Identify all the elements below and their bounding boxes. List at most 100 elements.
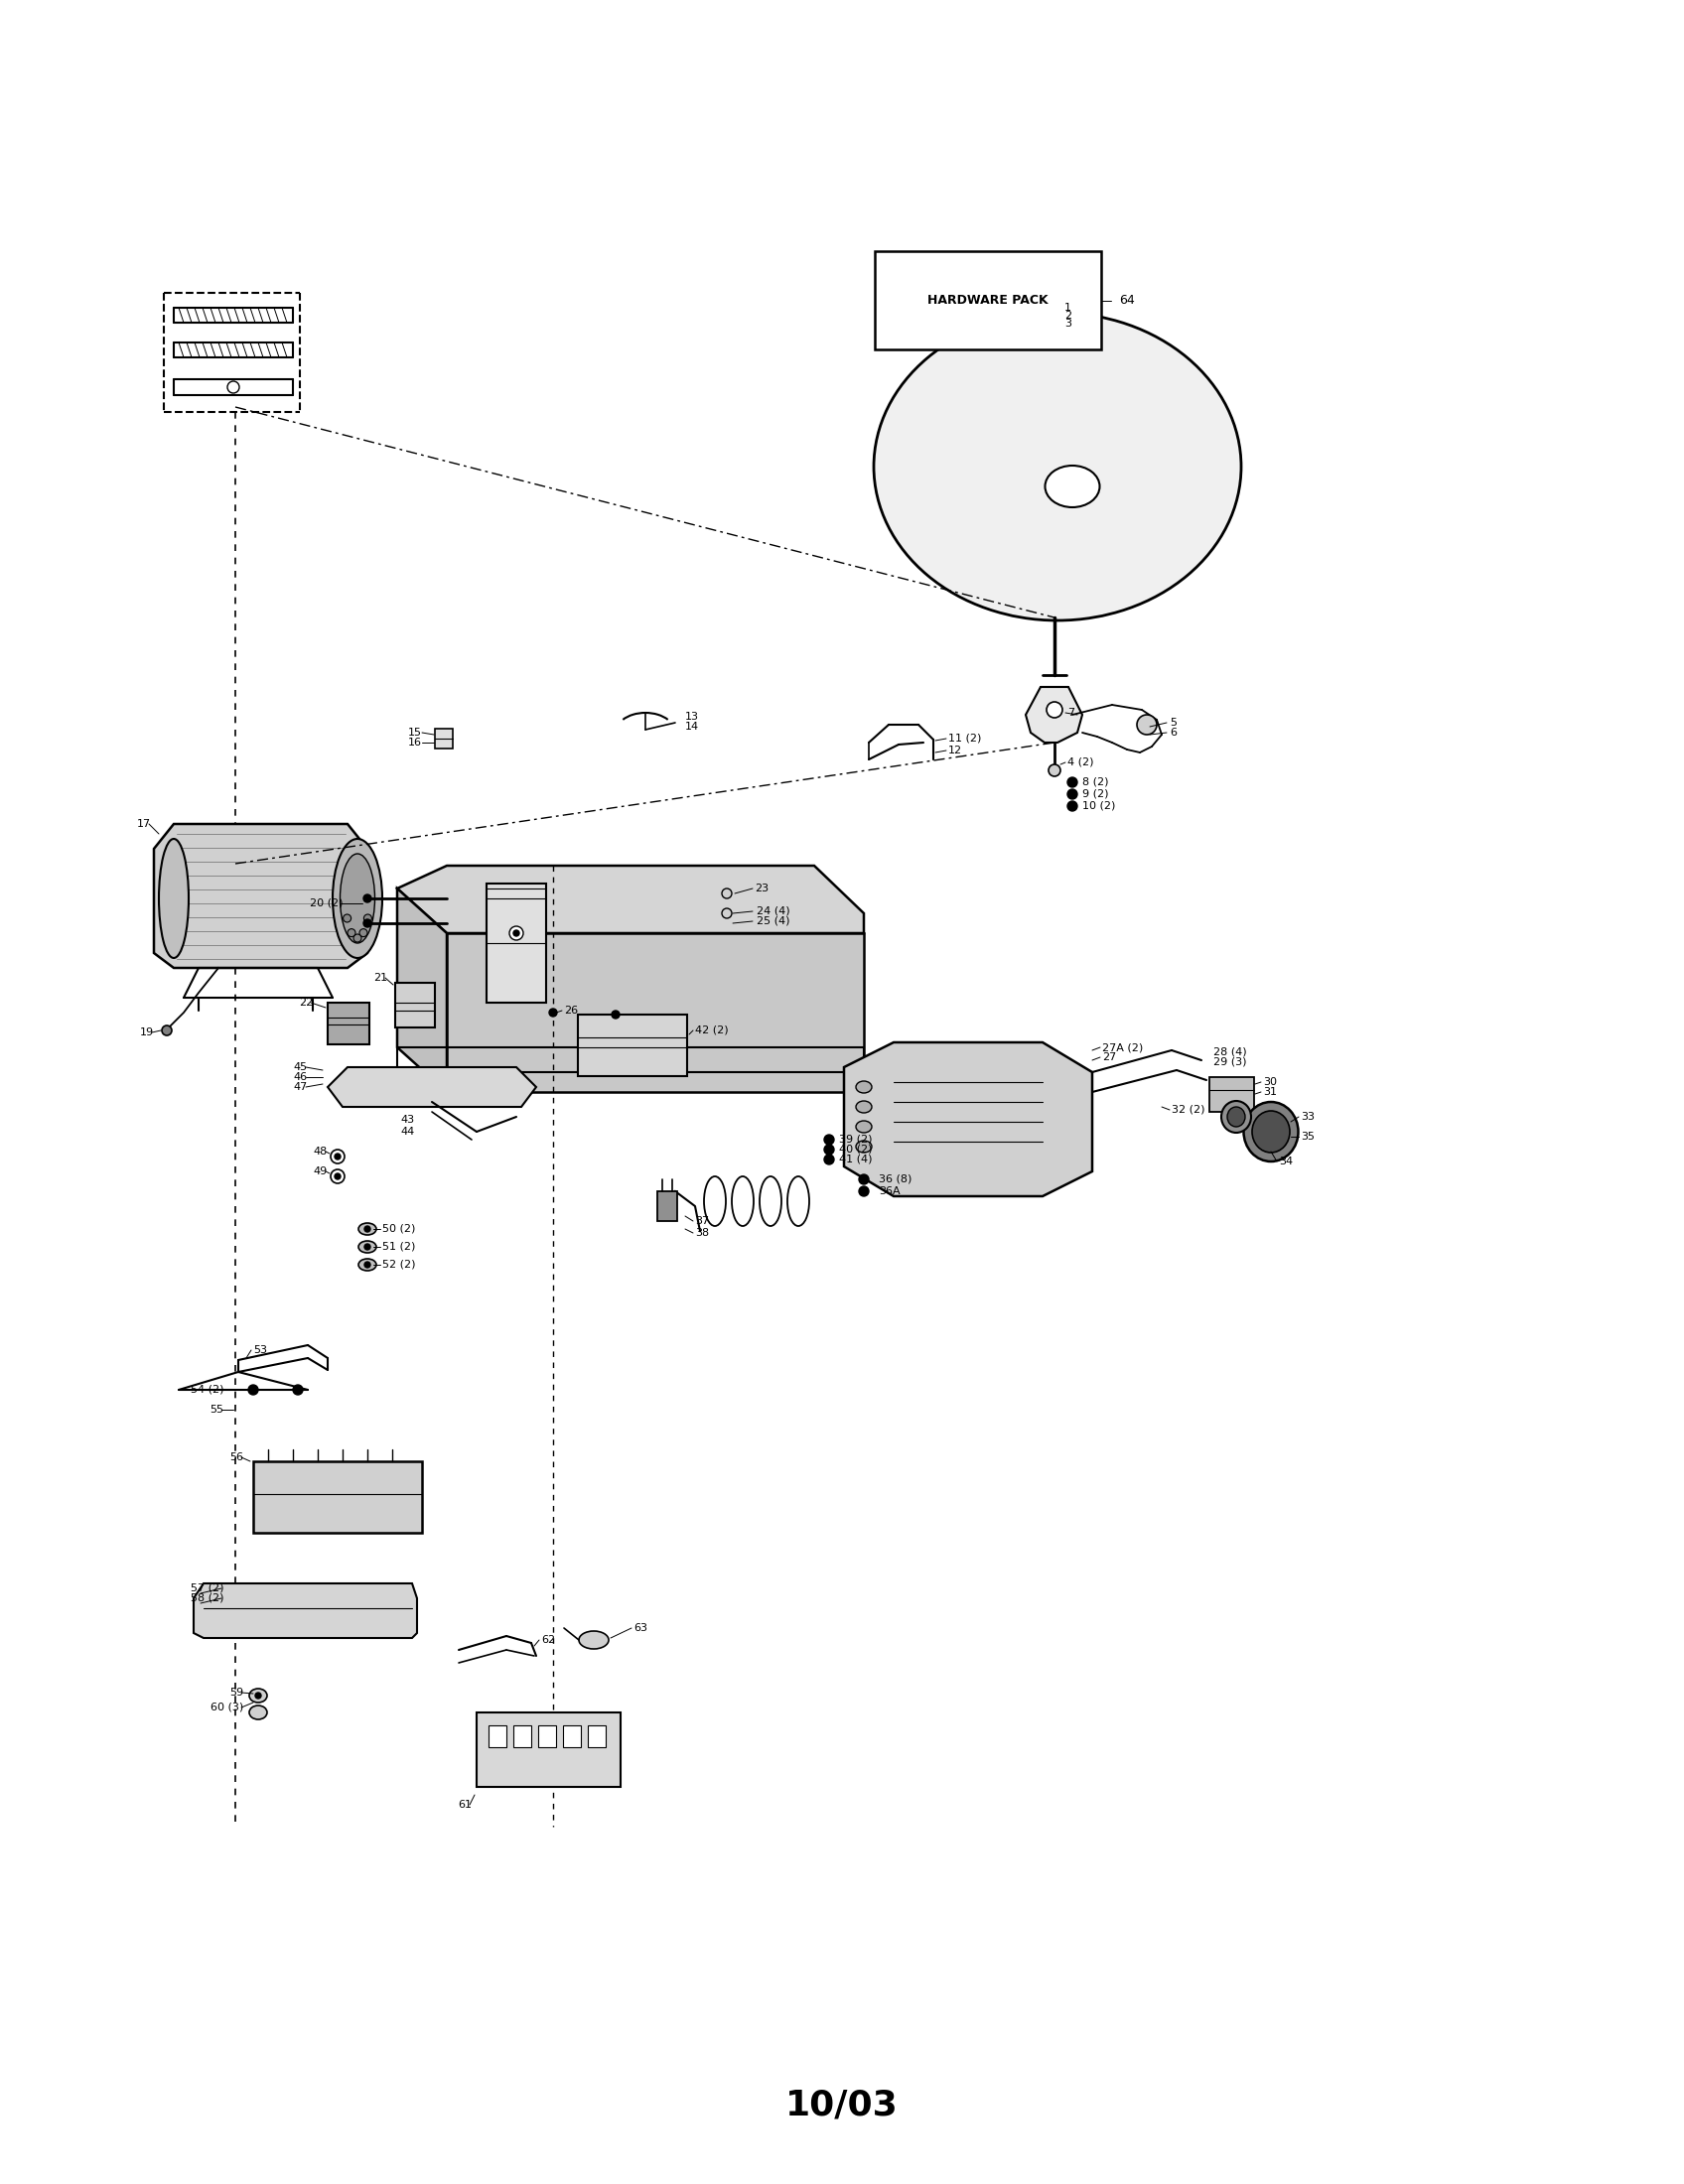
Text: 44: 44	[401, 1127, 414, 1136]
FancyBboxPatch shape	[488, 1725, 507, 1747]
Polygon shape	[397, 889, 446, 1092]
Text: 30: 30	[1263, 1077, 1276, 1088]
Polygon shape	[844, 1042, 1093, 1197]
Ellipse shape	[1046, 465, 1100, 507]
Circle shape	[248, 1385, 258, 1396]
Text: 22: 22	[298, 998, 313, 1007]
FancyBboxPatch shape	[588, 1725, 606, 1747]
Text: 56: 56	[229, 1452, 242, 1463]
Ellipse shape	[1221, 1101, 1251, 1133]
Text: 49: 49	[313, 1166, 328, 1177]
Polygon shape	[153, 823, 367, 968]
Text: 42 (2): 42 (2)	[695, 1026, 729, 1035]
Text: 12: 12	[948, 745, 962, 756]
Text: 58 (2): 58 (2)	[190, 1594, 224, 1603]
Text: 53: 53	[253, 1345, 268, 1354]
FancyBboxPatch shape	[487, 885, 546, 1002]
Ellipse shape	[359, 1258, 376, 1271]
Polygon shape	[397, 865, 864, 933]
FancyBboxPatch shape	[477, 1712, 621, 1787]
Circle shape	[335, 1153, 340, 1160]
Ellipse shape	[855, 1101, 872, 1114]
Text: 52 (2): 52 (2)	[382, 1260, 416, 1269]
Text: 6: 6	[1170, 727, 1177, 738]
Ellipse shape	[855, 1120, 872, 1133]
Ellipse shape	[579, 1631, 608, 1649]
Text: 34: 34	[1278, 1158, 1293, 1166]
Circle shape	[293, 1385, 303, 1396]
Text: 14: 14	[685, 721, 699, 732]
FancyBboxPatch shape	[328, 1002, 369, 1044]
Text: 29 (3): 29 (3)	[1214, 1057, 1246, 1068]
Text: 24 (4): 24 (4)	[756, 906, 790, 917]
Text: 63: 63	[633, 1623, 647, 1634]
FancyBboxPatch shape	[396, 983, 434, 1026]
Polygon shape	[657, 1190, 677, 1221]
Text: 43: 43	[401, 1114, 414, 1125]
Text: 10/03: 10/03	[785, 2088, 899, 2121]
Ellipse shape	[1244, 1103, 1298, 1162]
Text: 38: 38	[695, 1227, 709, 1238]
Text: 47: 47	[293, 1081, 308, 1092]
Ellipse shape	[1049, 764, 1061, 775]
Text: 21: 21	[374, 972, 387, 983]
Ellipse shape	[1228, 1107, 1244, 1127]
Ellipse shape	[227, 382, 239, 393]
Text: 11 (2): 11 (2)	[948, 734, 982, 743]
Polygon shape	[446, 933, 864, 1092]
Circle shape	[364, 1262, 370, 1267]
Text: 2: 2	[1064, 310, 1071, 321]
Text: 61: 61	[458, 1800, 472, 1811]
Ellipse shape	[1137, 714, 1157, 734]
Ellipse shape	[158, 839, 189, 959]
Text: 64: 64	[1120, 295, 1135, 308]
Text: 17: 17	[136, 819, 152, 830]
Ellipse shape	[364, 915, 372, 922]
Text: 10 (2): 10 (2)	[1083, 802, 1115, 810]
Text: 31: 31	[1263, 1088, 1276, 1096]
Text: 20 (2): 20 (2)	[310, 898, 342, 909]
Text: 16: 16	[408, 738, 423, 747]
Ellipse shape	[874, 312, 1241, 620]
Text: 51 (2): 51 (2)	[382, 1243, 416, 1251]
FancyBboxPatch shape	[434, 729, 453, 749]
Ellipse shape	[855, 1140, 872, 1153]
Text: 3: 3	[1064, 319, 1071, 328]
Polygon shape	[328, 1068, 536, 1107]
Ellipse shape	[722, 889, 733, 898]
Circle shape	[514, 930, 519, 937]
FancyBboxPatch shape	[562, 1725, 581, 1747]
Circle shape	[364, 1225, 370, 1232]
FancyBboxPatch shape	[874, 251, 1101, 349]
Text: 46: 46	[293, 1072, 308, 1081]
Ellipse shape	[359, 1223, 376, 1234]
Circle shape	[1068, 788, 1078, 799]
Ellipse shape	[333, 839, 382, 959]
Text: 15: 15	[408, 727, 423, 738]
Text: 59: 59	[229, 1688, 242, 1697]
FancyBboxPatch shape	[578, 1016, 687, 1077]
Text: 55: 55	[209, 1404, 224, 1415]
Text: HARDWARE PACK: HARDWARE PACK	[928, 295, 1049, 306]
FancyBboxPatch shape	[514, 1725, 530, 1747]
Text: 13: 13	[685, 712, 699, 721]
Text: 35: 35	[1300, 1131, 1315, 1142]
Ellipse shape	[249, 1688, 268, 1704]
Ellipse shape	[722, 909, 733, 917]
Ellipse shape	[249, 1706, 268, 1719]
Text: 50 (2): 50 (2)	[382, 1223, 416, 1234]
Circle shape	[364, 1245, 370, 1249]
Circle shape	[859, 1175, 869, 1184]
Text: 32 (2): 32 (2)	[1172, 1105, 1206, 1114]
Circle shape	[1068, 778, 1078, 786]
Ellipse shape	[330, 1168, 345, 1184]
Polygon shape	[1026, 688, 1083, 743]
Ellipse shape	[1039, 299, 1069, 317]
Text: 27: 27	[1101, 1053, 1116, 1061]
Ellipse shape	[330, 1149, 345, 1164]
Text: 7: 7	[1068, 708, 1074, 719]
Text: 45: 45	[293, 1061, 308, 1072]
Circle shape	[1068, 802, 1078, 810]
Circle shape	[823, 1155, 834, 1164]
Text: 9 (2): 9 (2)	[1083, 788, 1108, 799]
